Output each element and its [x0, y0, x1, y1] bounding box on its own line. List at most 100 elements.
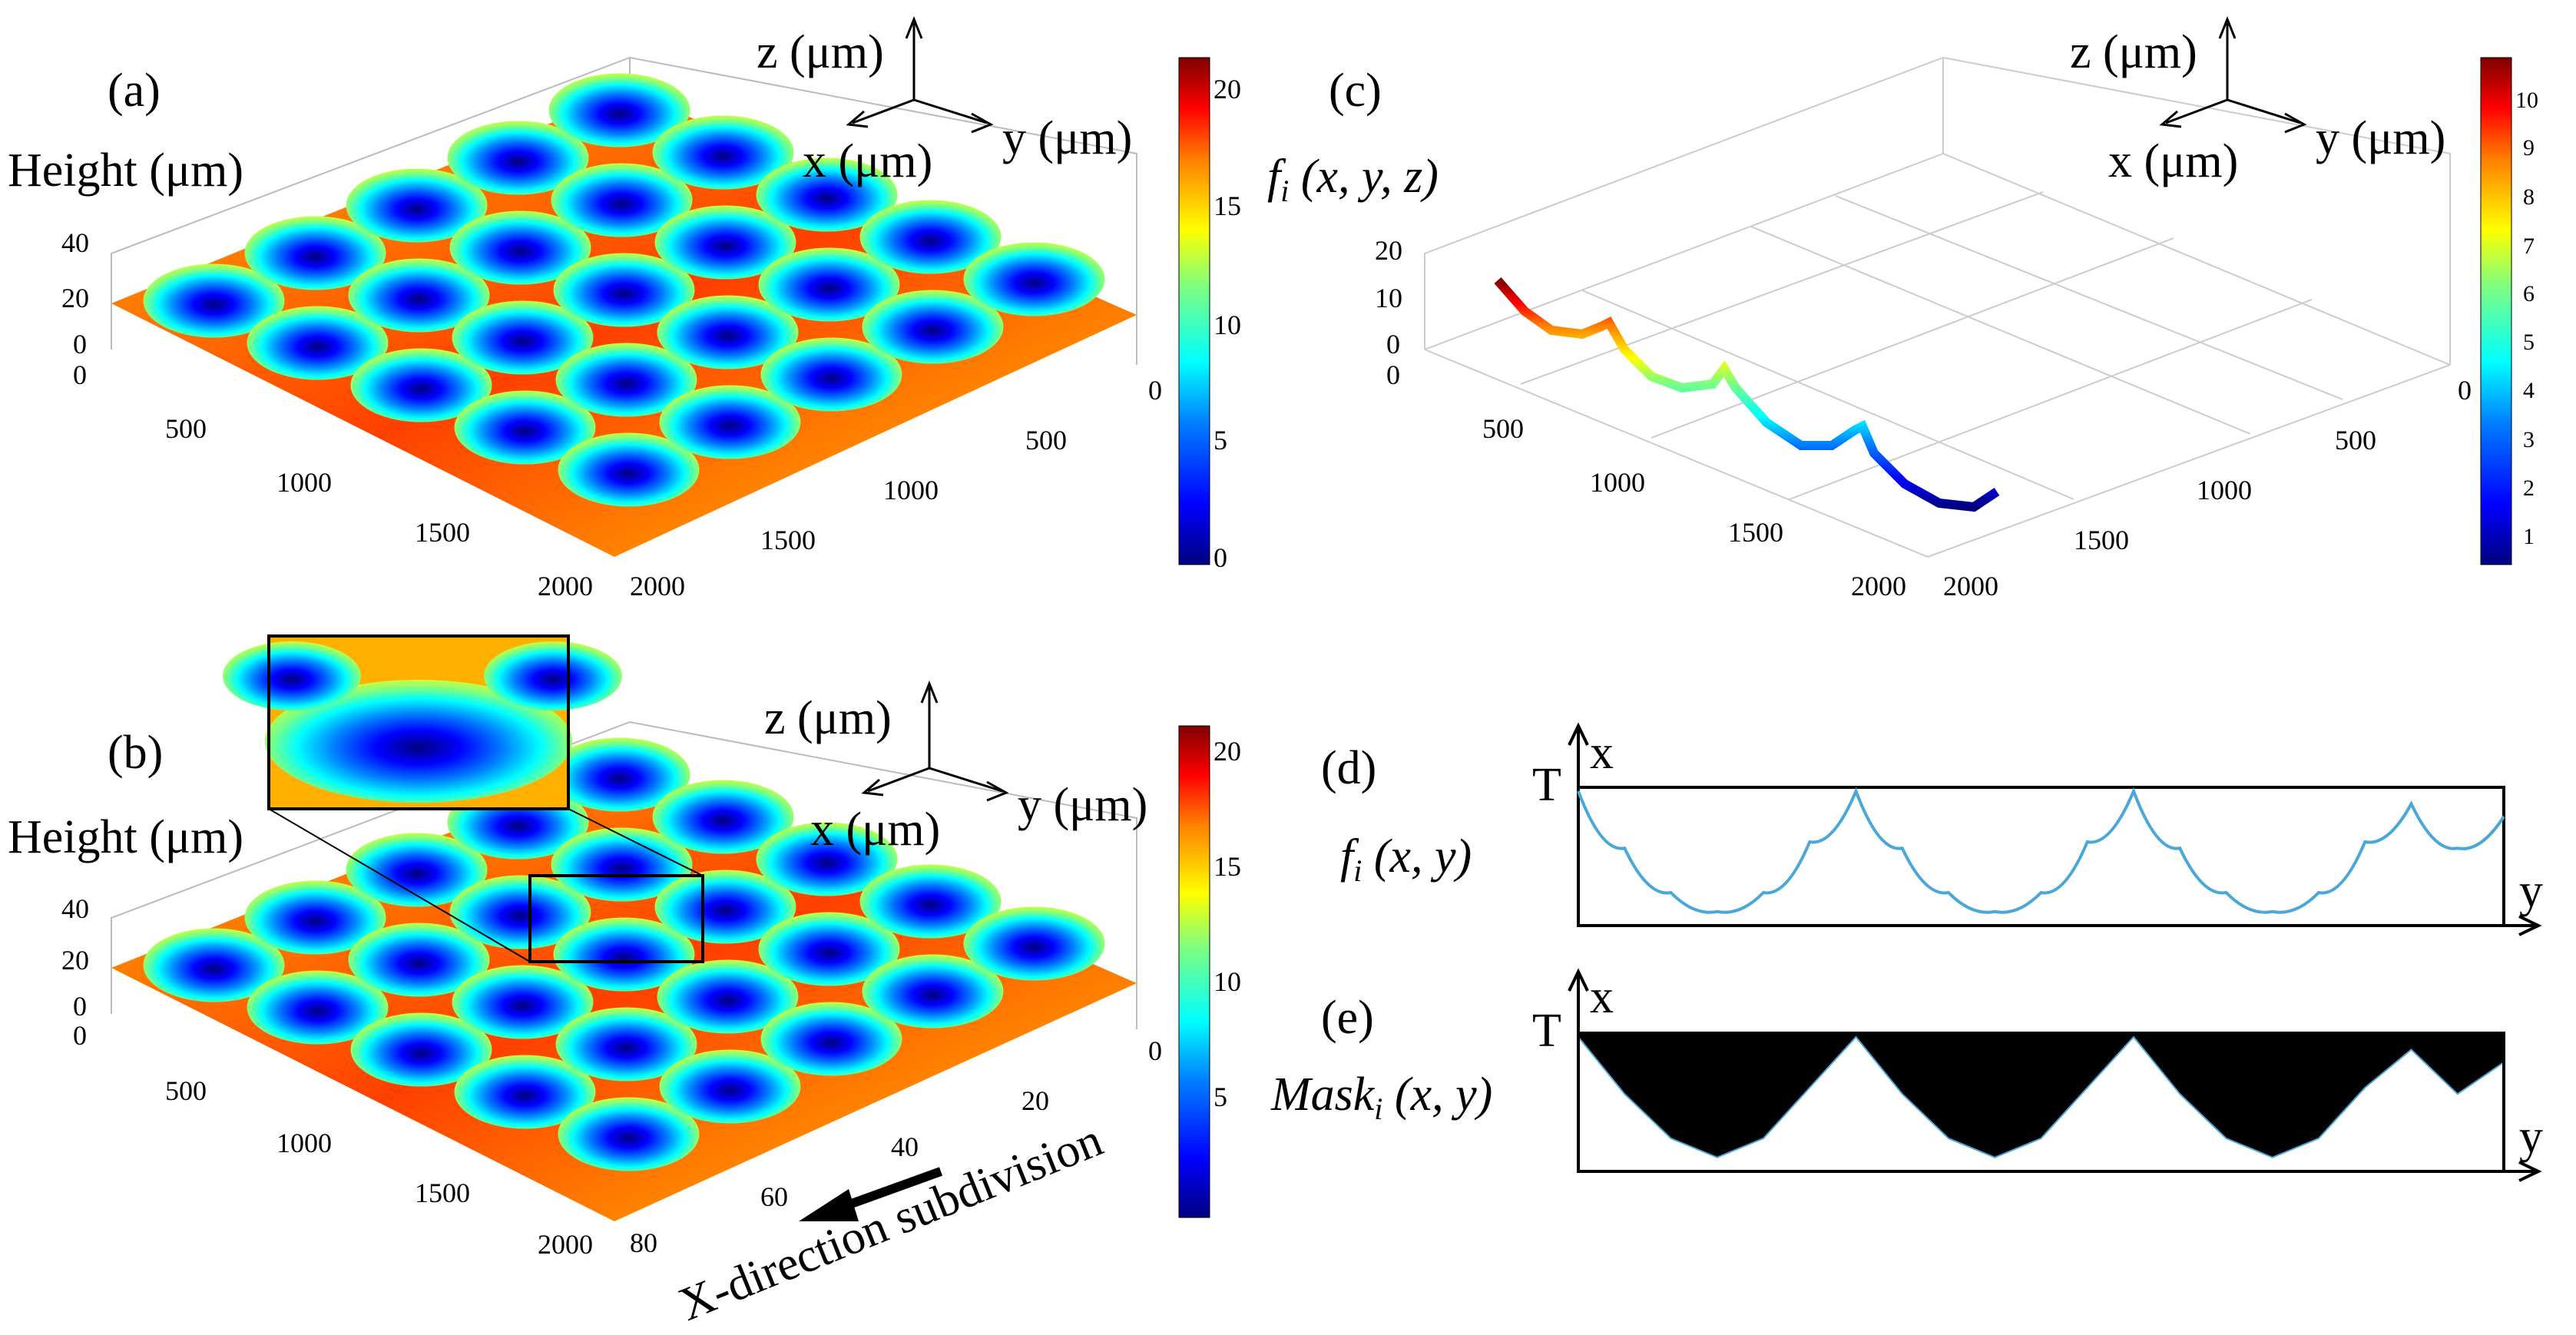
axes-d — [1568, 722, 2542, 936]
ytick: 20 — [1021, 1085, 1049, 1116]
dimple — [449, 875, 591, 949]
dimple — [449, 210, 591, 285]
dimple — [654, 870, 796, 944]
ztick: 20 — [61, 283, 89, 313]
dimple — [659, 385, 801, 459]
panel-label-b: (b) — [108, 727, 163, 779]
xtick: 1500 — [415, 517, 470, 548]
ztick: 20 — [1375, 235, 1402, 266]
dimple — [756, 157, 898, 232]
ztick: 40 — [61, 893, 89, 924]
axis-x-d: x — [1590, 727, 1614, 779]
dimple — [553, 917, 695, 992]
xtick: 2000 — [538, 571, 593, 601]
axes-box-b — [111, 721, 1137, 1029]
dimple — [143, 928, 285, 1002]
ztick: 40 — [61, 227, 89, 258]
ytick: 40 — [891, 1131, 919, 1162]
ztick: 0 — [73, 991, 87, 1022]
triad-y-a: y (μm) — [1002, 112, 1132, 164]
label-d: fi (x, y) — [1340, 830, 1472, 888]
triad-y-b: y (μm) — [1018, 779, 1147, 831]
xtick: 0 — [73, 359, 87, 390]
triad-z-c: z (μm) — [2070, 26, 2197, 78]
dimple — [558, 1097, 700, 1171]
xtick: 2000 — [1851, 571, 1906, 601]
dimple — [548, 737, 690, 812]
surface-a — [111, 73, 1137, 557]
dimple — [859, 864, 1002, 939]
dimple — [760, 1002, 902, 1076]
colorbar-ticks-c: 1 2 3 4 5 6 7 8 9 10 — [2515, 88, 2538, 549]
cbtick: 10 — [1214, 966, 1241, 997]
axes-box-c — [1424, 56, 2451, 558]
dimple — [346, 833, 488, 907]
dimple — [447, 121, 589, 195]
xtick: 500 — [165, 413, 207, 444]
dimple — [452, 965, 594, 1039]
panel-c: (c) fi (x, y, z) 20 10 0 0 500 1000 1500… — [1267, 15, 2538, 601]
cbtick: 9 — [2523, 135, 2535, 161]
inset-b — [223, 634, 704, 963]
dimple — [348, 258, 490, 333]
xtick: 1500 — [1728, 517, 1783, 548]
cbtick: 2 — [2523, 475, 2535, 501]
ytick: 1000 — [2197, 475, 2252, 505]
axis-triad-b — [861, 680, 1009, 802]
cbtick: 5 — [1214, 425, 1227, 455]
zlabel-b: Height (μm) — [8, 811, 243, 863]
colorbar-ticks-a: 0 5 10 15 20 — [1214, 74, 1241, 573]
dimple — [553, 253, 695, 327]
triad-x-b: x (μm) — [810, 803, 940, 856]
mask-area — [1578, 1032, 2505, 1158]
xtick: 1000 — [276, 1128, 332, 1158]
dimple — [244, 216, 386, 290]
axis-triad-a — [846, 15, 994, 134]
panel-label-e: (e) — [1321, 992, 1374, 1044]
triad-z-b: z (μm) — [764, 692, 892, 744]
dimple — [452, 300, 594, 375]
axis-y-d: y — [2519, 865, 2543, 917]
xtick: 0 — [73, 1020, 87, 1051]
dimple — [558, 432, 700, 507]
ytick: 0 — [2458, 375, 2472, 406]
cbtick: 15 — [1214, 190, 1241, 221]
dimple — [454, 390, 596, 465]
cbtick: 5 — [1214, 1082, 1227, 1112]
ticks-b: 40 20 0 0 500 1000 1500 2000 0 20 40 60 … — [61, 893, 1162, 1260]
colorbar-ticks-b: 5 10 15 20 — [1214, 736, 1241, 1112]
ztick: 0 — [73, 329, 87, 359]
dimple — [862, 290, 1004, 364]
panel-label-d: (d) — [1321, 742, 1376, 794]
cbtick: 20 — [1214, 74, 1241, 104]
dimple — [551, 163, 693, 237]
ytick: 0 — [1148, 1035, 1162, 1066]
colorbar-c — [2480, 57, 2512, 565]
dimple — [350, 348, 492, 422]
ticks-a: 40 20 0 0 500 1000 1500 2000 0 500 1000 … — [61, 227, 1162, 601]
dimple — [652, 115, 794, 190]
dimple — [454, 1055, 596, 1129]
cbtick: 7 — [2523, 234, 2535, 259]
ytick: 2000 — [630, 571, 685, 601]
ytick: 500 — [1025, 425, 1067, 455]
subdivision-arrow — [799, 1167, 943, 1221]
dimple — [551, 827, 693, 902]
cbtick: 8 — [2523, 184, 2535, 210]
plot-e — [1578, 1032, 2505, 1158]
dimple — [657, 295, 799, 369]
ytick: 500 — [2335, 425, 2376, 455]
dimple — [652, 780, 794, 854]
colorbar-a — [1178, 57, 1210, 565]
cbtick: 0 — [1214, 542, 1227, 573]
triad-z-a: z (μm) — [757, 26, 884, 78]
panel-d: (d) fi (x, y) x T y — [1321, 722, 2543, 936]
panel-label-a: (a) — [108, 65, 161, 117]
dimple — [657, 959, 799, 1034]
cbtick: 10 — [2515, 88, 2538, 113]
dimple — [758, 912, 900, 986]
dimple — [654, 205, 796, 280]
colorbar-b — [1178, 725, 1210, 1218]
axis-T-e: T — [1532, 1005, 1561, 1057]
plot-d — [1577, 787, 2505, 914]
